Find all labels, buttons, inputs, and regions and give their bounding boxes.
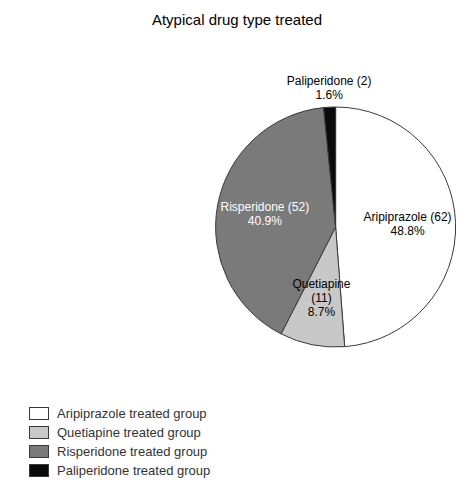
html-text:Atypical drug type treated: Atypical drug type treated bbox=[151, 11, 322, 28]
html-text:Paliperidone treated group: Paliperidone treated group bbox=[57, 463, 211, 478]
svg-text:Quetiapine(11)8.7%: Quetiapine(11)8.7% bbox=[292, 277, 350, 319]
html-text:Risperidone treated group: Risperidone treated group bbox=[57, 444, 208, 459]
svg-text:Paliperidone (2)1.6%: Paliperidone (2)1.6% bbox=[287, 74, 372, 102]
svg-text:Aripiprazole (62)48.8%: Aripiprazole (62)48.8% bbox=[364, 210, 452, 238]
svg-text:Risperidone (52)40.9%: Risperidone (52)40.9% bbox=[220, 200, 309, 228]
html-text:Aripiprazole treated group: Aripiprazole treated group bbox=[57, 406, 207, 421]
html-text:Quetiapine treated group: Quetiapine treated group bbox=[57, 425, 201, 440]
